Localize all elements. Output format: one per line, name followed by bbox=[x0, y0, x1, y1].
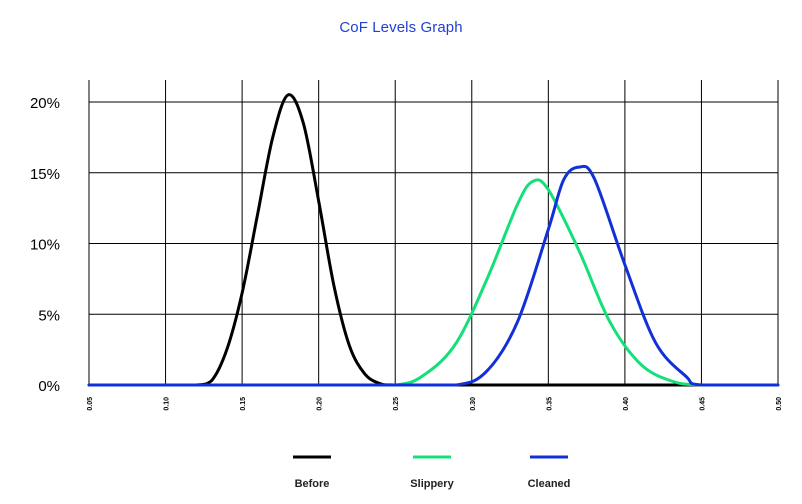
series-line-slippery bbox=[87, 178, 780, 387]
legend-label-cleaned: Cleaned bbox=[528, 478, 571, 490]
y-tick-label: 10% bbox=[30, 237, 60, 254]
x-tick-label: 0.05 bbox=[87, 397, 94, 411]
chart-title: CoF Levels Graph bbox=[339, 19, 463, 36]
series-line-cleaned bbox=[87, 164, 780, 387]
y-tick-label: 5% bbox=[38, 307, 60, 324]
series-line-before bbox=[87, 93, 780, 387]
x-tick-label: 0.45 bbox=[699, 397, 706, 411]
x-tick-label: 0.35 bbox=[546, 397, 553, 411]
x-tick-label: 0.30 bbox=[470, 397, 477, 411]
x-tick-label: 0.40 bbox=[623, 397, 630, 411]
x-tick-label: 0.10 bbox=[164, 397, 171, 411]
legend-label-slippery: Slippery bbox=[410, 478, 454, 490]
x-tick-label: 0.25 bbox=[393, 397, 400, 411]
x-tick-label: 0.50 bbox=[776, 397, 783, 411]
x-tick-label: 0.20 bbox=[317, 397, 324, 411]
y-tick-label: 20% bbox=[30, 95, 60, 112]
y-tick-label: 15% bbox=[30, 166, 60, 183]
x-tick-label: 0.15 bbox=[240, 397, 247, 411]
y-tick-label: 0% bbox=[38, 378, 60, 395]
legend-label-before: Before bbox=[295, 478, 330, 490]
